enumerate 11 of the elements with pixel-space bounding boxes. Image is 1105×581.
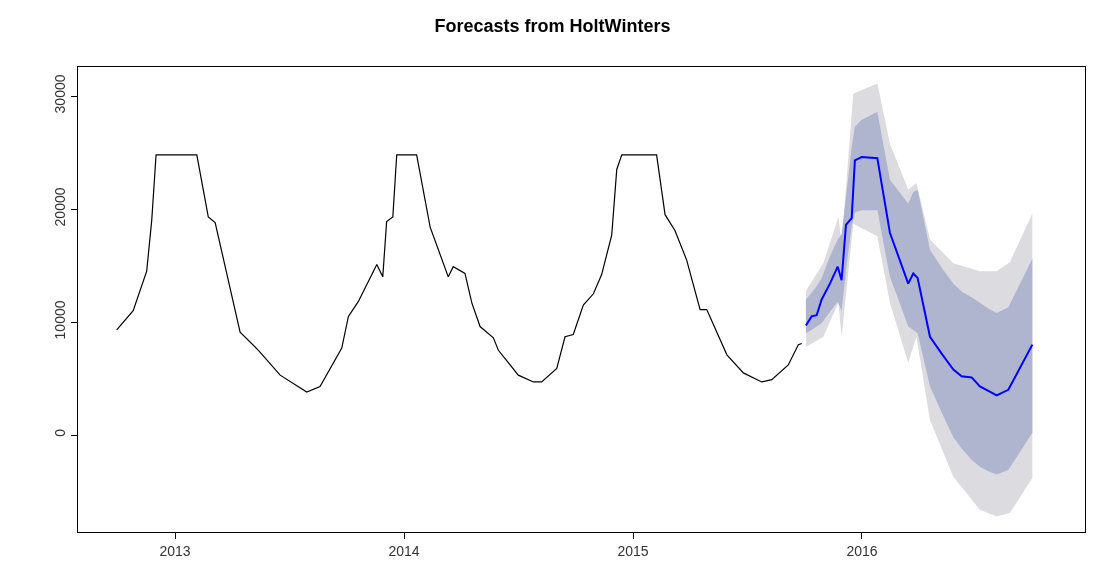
x-tick-label: 2015 <box>617 542 649 559</box>
line-series <box>116 154 803 393</box>
x-tick-label: 2016 <box>846 542 878 559</box>
y-tick-label: 20000 <box>52 187 69 227</box>
line-series <box>804 156 1034 397</box>
y-tick-label: 30000 <box>52 74 69 114</box>
x-tick-label: 2013 <box>159 542 191 559</box>
x-tick-label: 2014 <box>388 542 420 559</box>
chart-title: Forecasts from HoltWinters <box>434 16 671 37</box>
y-tick-label: 0 <box>52 428 69 437</box>
y-tick-label: 10000 <box>52 300 69 340</box>
